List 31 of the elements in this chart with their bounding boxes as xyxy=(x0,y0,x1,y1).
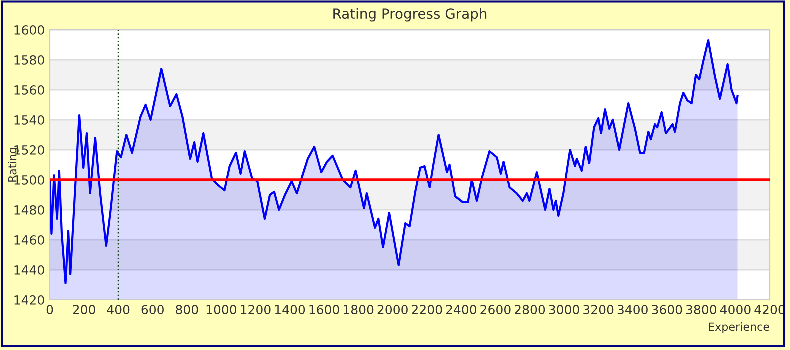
x-tick-label: 2400 xyxy=(446,305,477,315)
y-tick-label: 1460 xyxy=(14,235,44,245)
x-tick-label: 2000 xyxy=(378,305,408,315)
x-tick-label: 200 xyxy=(73,305,96,315)
x-tick-label: 0 xyxy=(46,305,54,315)
x-tick-label: 3600 xyxy=(652,305,682,315)
x-tick-label: 1800 xyxy=(344,305,374,315)
y-tick-label: 1560 xyxy=(14,85,44,95)
x-tick-label: 1000 xyxy=(206,305,237,315)
y-tick-label: 1420 xyxy=(14,295,44,305)
y-tick-label: 1540 xyxy=(14,115,44,125)
y-tick-label: 1480 xyxy=(14,205,44,215)
x-tick-label: 3400 xyxy=(618,305,648,315)
chart-title: Rating Progress Graph xyxy=(334,8,487,22)
y-tick-label: 1580 xyxy=(14,55,44,65)
x-tick-label: 3000 xyxy=(549,305,580,315)
x-tick-label: 1600 xyxy=(310,305,340,315)
x-tick-label: 4000 xyxy=(720,305,751,315)
x-tick-label: 1400 xyxy=(275,305,306,315)
x-tick-label: 3800 xyxy=(686,305,717,315)
x-tick-label: 800 xyxy=(176,305,198,315)
x-tick-label: 2800 xyxy=(515,305,546,315)
y-tick-label: 1440 xyxy=(14,265,44,275)
x-tick-label: 400 xyxy=(107,305,130,315)
y-tick-label: 1600 xyxy=(14,25,44,35)
x-tick-label: 2200 xyxy=(412,305,442,315)
x-tick-label: 1200 xyxy=(241,305,271,315)
x-axis-title: Experience xyxy=(709,322,770,334)
x-tick-label: 2600 xyxy=(480,305,511,315)
x-tick-label: 600 xyxy=(142,305,164,315)
x-tick-label: 3200 xyxy=(584,305,614,315)
